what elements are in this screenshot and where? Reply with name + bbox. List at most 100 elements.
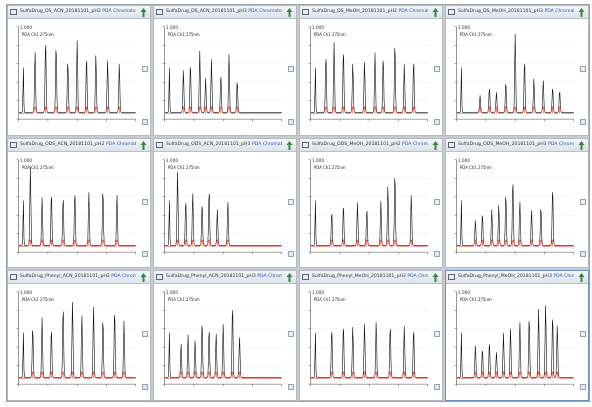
plot-area[interactable]: 1.000 PDA Ch1 275nm bbox=[448, 153, 578, 266]
plot-area[interactable]: 1.000 PDA Ch1 275nm bbox=[156, 285, 286, 398]
chromatogram-label: PDA Chromatogram bbox=[102, 9, 136, 14]
expand-icon[interactable] bbox=[434, 331, 440, 338]
baseline-trace bbox=[18, 371, 136, 380]
chromatogram-label: PDA Chromatogram bbox=[402, 141, 428, 147]
panel-header[interactable]: SulfaDrug_DS_MeOH_20181101_pH2 PDA Chrom… bbox=[300, 6, 442, 19]
expand-icon[interactable] bbox=[580, 66, 586, 72]
expand-icon[interactable] bbox=[580, 331, 586, 338]
expand-icon[interactable] bbox=[142, 198, 148, 205]
expand-icon[interactable] bbox=[288, 198, 294, 205]
axis-line bbox=[310, 26, 428, 120]
panel-header[interactable]: SulfaDrug_DS_ACN_20181101_pH2 PDA Chroma… bbox=[8, 6, 150, 19]
panel-header[interactable]: SulfaDrug_Phenyl_MeOH_20181101_pH3 PDA C… bbox=[446, 271, 588, 285]
settings-icon[interactable] bbox=[580, 384, 586, 390]
plot-area[interactable]: 1.000 PDA Ch1 275nm bbox=[10, 285, 140, 398]
y-axis-max-label: 1.000 bbox=[166, 290, 179, 296]
pin-icon[interactable] bbox=[578, 273, 585, 283]
settings-icon[interactable] bbox=[288, 118, 294, 125]
chromatogram-panel[interactable]: SulfaDrug_DS_MeOH_20181101_pH2 PDA Chrom… bbox=[299, 5, 443, 136]
chromatogram-panel[interactable]: SulfaDrug_ODS_MeOH_20181101_pH3 PDA Chro… bbox=[445, 137, 589, 269]
settings-icon[interactable] bbox=[434, 251, 440, 258]
panel-header[interactable]: SulfaDrug_ODS_ACN_20181101_pH3 PDA Chrom… bbox=[154, 138, 296, 152]
settings-icon[interactable] bbox=[142, 118, 148, 125]
chromatogram-panel[interactable]: SulfaDrug_ODS_MeOH_20181101_pH2 PDA Chro… bbox=[299, 137, 443, 269]
panel-header[interactable]: SulfaDrug_ODS_MeOH_20181101_pH2 PDA Chro… bbox=[300, 138, 442, 152]
chromatogram-panel[interactable]: SulfaDrug_Phenyl_MeOH_20181101_pH2 PDA C… bbox=[299, 270, 443, 401]
chromatogram-panel[interactable]: SulfaDrug_ODS_ACN_20181101_pH2 PDA Chrom… bbox=[7, 137, 151, 269]
plot-area[interactable]: 1.000 PDA Ch1 275nm bbox=[156, 153, 286, 266]
plot-area[interactable]: 1.000 PDA Ch1 275nm bbox=[10, 153, 140, 266]
plot-area[interactable]: 1.000 PDA Ch1 275nm bbox=[448, 285, 578, 398]
plot-area[interactable]: 1.000 PDA Ch1 275nm bbox=[302, 153, 432, 266]
chromatogram-trace bbox=[164, 310, 282, 379]
chromatogram-panel[interactable]: SulfaDrug_Phenyl_ACN_20181101_pH2 PDA Ch… bbox=[7, 270, 151, 401]
settings-icon[interactable] bbox=[142, 384, 148, 390]
y-axis-max-label: 1.000 bbox=[166, 158, 179, 164]
baseline-trace bbox=[310, 371, 428, 380]
settings-icon[interactable] bbox=[434, 384, 440, 390]
channel-label: PDA Ch1 275nm bbox=[22, 32, 54, 37]
panel-title: SulfaDrug_ODS_MeOH_20181101_pH2 PDA Chro… bbox=[312, 140, 428, 150]
pin-icon[interactable] bbox=[140, 273, 147, 283]
settings-icon[interactable] bbox=[142, 251, 148, 258]
pin-icon[interactable] bbox=[140, 140, 147, 150]
expand-icon[interactable] bbox=[580, 198, 586, 205]
pin-icon[interactable] bbox=[286, 8, 293, 17]
file-name: SulfaDrug_Phenyl_MeOH_20181101_pH3 bbox=[458, 274, 554, 280]
y-axis-max-label: 1.000 bbox=[312, 25, 325, 31]
panel-header[interactable]: SulfaDrug_DS_MeOH_20181101_pH3 PDA Chrom… bbox=[446, 6, 588, 19]
settings-icon[interactable] bbox=[580, 251, 586, 258]
pin-icon[interactable] bbox=[286, 140, 293, 150]
panel-header[interactable]: SulfaDrug_Phenyl_ACN_20181101_pH2 PDA Ch… bbox=[8, 271, 150, 285]
baseline-trace bbox=[18, 238, 136, 247]
chromatogram-trace bbox=[310, 177, 428, 246]
expand-icon[interactable] bbox=[142, 66, 148, 72]
pin-icon[interactable] bbox=[578, 140, 585, 150]
window-icon bbox=[10, 141, 17, 148]
axis-line bbox=[310, 292, 428, 385]
chromatogram-panel[interactable]: SulfaDrug_ODS_ACN_20181101_pH3 PDA Chrom… bbox=[153, 137, 297, 269]
expand-icon[interactable] bbox=[288, 66, 294, 72]
chromatogram-panel[interactable]: SulfaDrug_DS_ACN_20181101_pH2 PDA Chroma… bbox=[7, 5, 151, 136]
y-axis-max-label: 1.000 bbox=[458, 290, 471, 296]
window-icon bbox=[448, 274, 455, 281]
baseline-trace bbox=[164, 371, 282, 380]
panel-header[interactable]: SulfaDrug_ODS_ACN_20181101_pH2 PDA Chrom… bbox=[8, 138, 150, 152]
chromatogram-panel[interactable]: SulfaDrug_Phenyl_MeOH_20181101_pH3 PDA C… bbox=[445, 270, 589, 401]
pin-icon[interactable] bbox=[432, 8, 439, 17]
channel-label: PDA Ch1 275nm bbox=[168, 297, 200, 302]
plot-area[interactable]: 1.000 PDA Ch1 275nm bbox=[156, 20, 286, 133]
pin-icon[interactable] bbox=[286, 273, 293, 283]
window-icon bbox=[448, 9, 455, 15]
panel-header[interactable]: SulfaDrug_ODS_MeOH_20181101_pH3 PDA Chro… bbox=[446, 138, 588, 152]
settings-icon[interactable] bbox=[434, 118, 440, 125]
window-icon bbox=[156, 141, 163, 148]
plot-area[interactable]: 1.000 PDA Ch1 275nm bbox=[302, 20, 432, 133]
panel-header[interactable]: SulfaDrug_Phenyl_ACN_20181101_pH3 PDA Ch… bbox=[154, 271, 296, 285]
plot-area[interactable]: 1.000 PDA Ch1 275nm bbox=[302, 285, 432, 398]
chromatogram-panel[interactable]: SulfaDrug_DS_MeOH_20181101_pH3 PDA Chrom… bbox=[445, 5, 589, 136]
chromatogram-trace bbox=[310, 42, 428, 113]
chromatogram-panel[interactable]: SulfaDrug_Phenyl_ACN_20181101_pH3 PDA Ch… bbox=[153, 270, 297, 401]
pin-icon[interactable] bbox=[140, 8, 147, 17]
chromatogram-trace bbox=[164, 171, 282, 246]
expand-icon[interactable] bbox=[434, 198, 440, 205]
plot-area[interactable]: 1.000 PDA Ch1 275nm bbox=[10, 20, 140, 133]
pin-icon[interactable] bbox=[578, 8, 585, 17]
channel-label: PDA Ch1 275nm bbox=[314, 164, 346, 169]
panel-title: SulfaDrug_ODS_ACN_20181101_pH2 PDA Chrom… bbox=[20, 140, 136, 150]
settings-icon[interactable] bbox=[288, 251, 294, 258]
pin-icon[interactable] bbox=[432, 140, 439, 150]
settings-icon[interactable] bbox=[580, 118, 586, 125]
file-name: SulfaDrug_Phenyl_ACN_20181101_pH2 bbox=[20, 274, 112, 280]
plot-area[interactable]: 1.000 PDA Ch1 275nm bbox=[448, 20, 578, 133]
expand-icon[interactable] bbox=[142, 331, 148, 338]
chromatogram-panel[interactable]: SulfaDrug_DS_ACN_20181101_pH3 PDA Chroma… bbox=[153, 5, 297, 136]
settings-icon[interactable] bbox=[288, 384, 294, 390]
panel-header[interactable]: SulfaDrug_DS_ACN_20181101_pH3 PDA Chroma… bbox=[154, 6, 296, 19]
panel-header[interactable]: SulfaDrug_Phenyl_MeOH_20181101_pH2 PDA C… bbox=[300, 271, 442, 285]
expand-icon[interactable] bbox=[288, 331, 294, 338]
pin-icon[interactable] bbox=[432, 273, 439, 283]
expand-icon[interactable] bbox=[434, 66, 440, 72]
